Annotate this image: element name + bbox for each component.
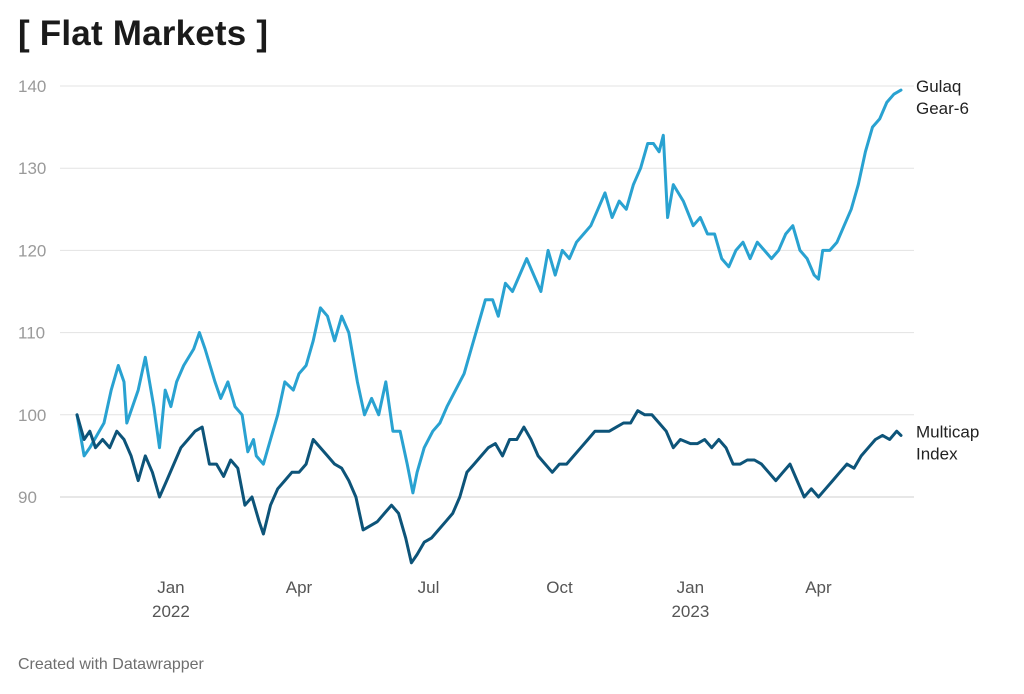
x-tick-label: Oct [546, 578, 573, 597]
y-tick-label: 100 [18, 406, 46, 425]
y-tick-label: 120 [18, 241, 46, 260]
y-tick-label: 140 [18, 77, 46, 96]
y-axis-ticks: 90 100 110 120 130 140 [18, 77, 46, 507]
x-axis-ticks: Jan 2022 Apr Jul Oct Jan 2023 Apr [152, 578, 832, 621]
x-tick-label: Jan [677, 578, 704, 597]
series-labels: Gulaq Gear-6 Multicap Index [916, 77, 979, 463]
series-label: Gulaq [916, 77, 961, 96]
y-tick-label: 90 [18, 488, 37, 507]
x-tick-label: Apr [805, 578, 832, 597]
x-tick-label: Apr [286, 578, 313, 597]
page-title: [ Flat Markets ] [18, 14, 269, 53]
series-label: Index [916, 444, 958, 463]
grid-lines [60, 85, 914, 498]
x-tick-year-label: 2023 [671, 602, 709, 621]
y-tick-label: 130 [18, 159, 46, 178]
y-tick-label: 110 [18, 324, 45, 343]
series-line-gulaq-gear-6 [75, 88, 903, 495]
x-tick-label: Jan [157, 578, 184, 597]
series-label: Multicap [916, 422, 979, 441]
series-label: Gear-6 [916, 99, 969, 118]
x-tick-label: Jul [418, 578, 440, 597]
series-lines [75, 88, 903, 565]
x-tick-year-label: 2022 [152, 602, 190, 621]
series-line-multicap-index [75, 409, 903, 565]
footer-credit: Created with Datawrapper [18, 656, 204, 673]
